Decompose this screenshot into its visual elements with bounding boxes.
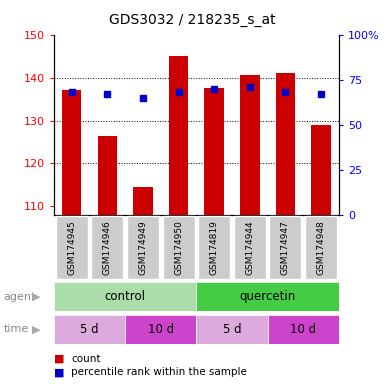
Bar [311, 125, 331, 215]
Text: 10 d: 10 d [290, 323, 316, 336]
Bar [276, 73, 295, 215]
FancyBboxPatch shape [162, 216, 194, 279]
Text: GSM174944: GSM174944 [245, 220, 254, 275]
Text: quercetin: quercetin [239, 290, 296, 303]
Text: control: control [105, 290, 146, 303]
Bar [97, 136, 117, 215]
Text: GSM174950: GSM174950 [174, 220, 183, 275]
Text: time: time [4, 324, 29, 334]
Bar [169, 56, 188, 215]
FancyBboxPatch shape [54, 315, 125, 344]
Text: 10 d: 10 d [148, 323, 174, 336]
Text: GSM174819: GSM174819 [210, 220, 219, 275]
Bar [133, 187, 153, 215]
Bar [62, 90, 82, 215]
FancyBboxPatch shape [270, 216, 301, 279]
Text: count: count [71, 354, 101, 364]
FancyBboxPatch shape [196, 282, 339, 311]
Text: GSM174947: GSM174947 [281, 220, 290, 275]
Text: agent: agent [4, 291, 36, 302]
FancyBboxPatch shape [234, 216, 266, 279]
Text: GSM174946: GSM174946 [103, 220, 112, 275]
Text: ■: ■ [54, 354, 64, 364]
Text: ■: ■ [54, 367, 64, 377]
FancyBboxPatch shape [268, 315, 339, 344]
Text: 5 d: 5 d [223, 323, 241, 336]
FancyBboxPatch shape [125, 315, 196, 344]
Bar [240, 75, 259, 215]
Bar [204, 88, 224, 215]
FancyBboxPatch shape [91, 216, 123, 279]
FancyBboxPatch shape [127, 216, 159, 279]
Text: GSM174949: GSM174949 [139, 220, 147, 275]
Text: 5 d: 5 d [80, 323, 99, 336]
Text: GDS3032 / 218235_s_at: GDS3032 / 218235_s_at [109, 13, 276, 27]
Text: ▶: ▶ [32, 324, 41, 334]
Text: percentile rank within the sample: percentile rank within the sample [71, 367, 247, 377]
FancyBboxPatch shape [305, 216, 337, 279]
Text: GSM174948: GSM174948 [316, 220, 325, 275]
FancyBboxPatch shape [198, 216, 230, 279]
FancyBboxPatch shape [54, 282, 196, 311]
FancyBboxPatch shape [56, 216, 88, 279]
FancyBboxPatch shape [196, 315, 268, 344]
Text: ▶: ▶ [32, 291, 41, 302]
Text: GSM174945: GSM174945 [67, 220, 76, 275]
